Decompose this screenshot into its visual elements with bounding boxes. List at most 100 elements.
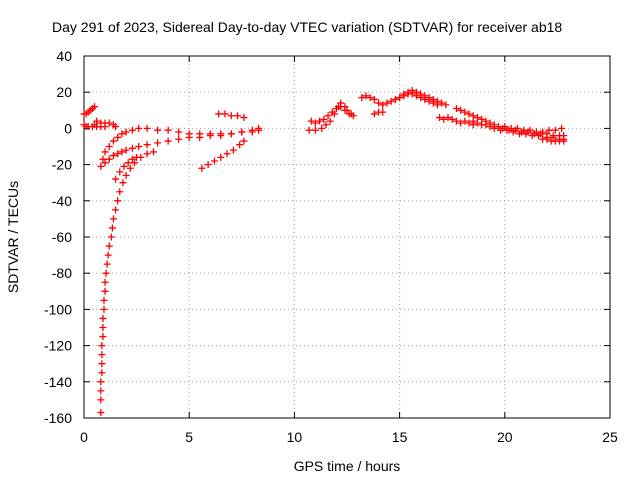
data-point (99, 155, 107, 163)
data-point (227, 130, 235, 138)
data-point (532, 128, 540, 136)
data-point (118, 148, 126, 156)
series-arc-18 (501, 123, 547, 136)
data-point (175, 135, 183, 143)
y-tick-label: -40 (52, 193, 72, 209)
data-point (102, 269, 110, 277)
data-point (349, 112, 357, 120)
data-point (404, 90, 412, 98)
series-arc-6 (97, 148, 157, 417)
data-point (204, 161, 212, 169)
x-tick-label: 10 (287, 429, 303, 445)
x-tick-label: 5 (185, 429, 193, 445)
data-point (320, 115, 328, 123)
data-point (240, 137, 248, 145)
gridlines (84, 56, 610, 418)
data-point (206, 132, 214, 140)
series-arc-2 (80, 103, 99, 118)
data-point (229, 146, 237, 154)
data-point (135, 124, 143, 132)
series-arc-20 (545, 124, 566, 134)
data-point (379, 101, 387, 109)
y-tick-label: -60 (52, 229, 72, 245)
data-point (248, 128, 256, 136)
y-tick-label: 40 (56, 48, 72, 64)
chart-title: Day 291 of 2023, Sidereal Day-to-day VTE… (52, 19, 562, 35)
series-arc-8 (198, 137, 248, 172)
data-point (341, 106, 349, 114)
data-point (97, 378, 105, 386)
data-point (255, 126, 263, 134)
data-point (442, 101, 450, 109)
data-point (387, 97, 395, 105)
y-tick-label: 20 (56, 84, 72, 100)
data-point (112, 123, 120, 131)
data-point (461, 117, 469, 125)
data-point (133, 153, 141, 161)
data-point (130, 159, 138, 167)
data-point (539, 128, 547, 136)
data-point (221, 110, 229, 118)
y-tick-label: -20 (52, 157, 72, 173)
data-point (503, 126, 511, 134)
data-point (497, 126, 505, 134)
data-point (457, 106, 465, 114)
y-tick-label: -80 (52, 265, 72, 281)
data-point (107, 233, 115, 241)
data-point (507, 124, 515, 132)
data-point (103, 260, 111, 268)
data-point (109, 152, 117, 160)
data-point (370, 95, 378, 103)
series-arc-3 (93, 117, 120, 131)
x-tick-label: 0 (80, 429, 88, 445)
data-point (97, 387, 105, 395)
data-point (440, 115, 448, 123)
data-point (154, 139, 162, 147)
data-point (238, 128, 246, 136)
data-point (345, 110, 353, 118)
data-point (114, 133, 122, 141)
data-point (482, 121, 490, 129)
data-point (322, 121, 330, 129)
data-point (101, 159, 109, 167)
data-point (215, 110, 223, 118)
data-point (494, 123, 502, 131)
y-tick-label: -100 (44, 301, 72, 317)
data-point (236, 141, 244, 149)
series-arc-4 (97, 124, 263, 170)
series-arc-19 (539, 135, 568, 145)
data-point (175, 128, 183, 136)
data-point (122, 171, 130, 179)
data-point (417, 90, 425, 98)
series-arc-7 (112, 153, 141, 183)
data-point (332, 104, 340, 112)
data-point (99, 333, 107, 341)
data-point (98, 369, 106, 377)
data-point (185, 133, 193, 141)
data-point (551, 126, 559, 134)
data-point (234, 112, 242, 120)
data-point (105, 143, 113, 150)
data-point (520, 126, 528, 134)
data-point (337, 103, 345, 111)
data-point (534, 132, 542, 140)
data-point (154, 126, 162, 134)
series-arc-17 (469, 117, 568, 143)
data-point (433, 97, 441, 105)
data-point (217, 132, 225, 140)
data-point (126, 164, 134, 172)
data-point (112, 206, 120, 214)
data-point (307, 117, 315, 125)
data-point (105, 155, 113, 163)
data-point (305, 126, 313, 134)
data-point (370, 110, 378, 118)
data-point (316, 117, 324, 125)
data-point (362, 92, 370, 100)
data-point (473, 119, 481, 127)
data-point (120, 162, 128, 170)
data-point (513, 124, 521, 132)
series-arc-11 (307, 103, 353, 127)
data-point (438, 99, 446, 107)
data-point (210, 157, 218, 165)
data-point (217, 153, 225, 161)
